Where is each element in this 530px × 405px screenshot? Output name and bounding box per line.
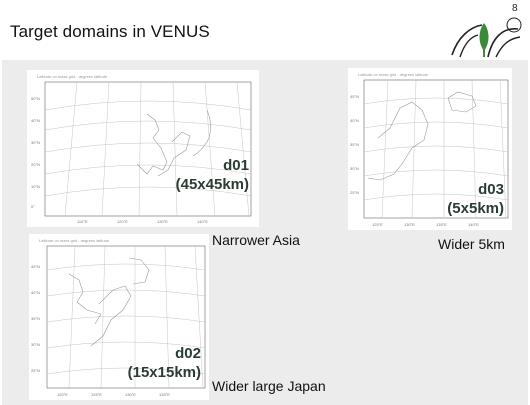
svg-text:125°E: 125°E	[372, 222, 383, 227]
svg-text:30°N: 30°N	[350, 166, 359, 171]
svg-text:130°E: 130°E	[404, 222, 415, 227]
map-d01-graphic: 50°N 40°N 30°N 20°N 10°N 0° 110°E 120°E 130°E 1…	[31, 81, 252, 224]
map-d02-graphic: 45°N 40°N 35°N 30°N 25°N 120°E 125°E 130°E 135…	[31, 245, 206, 397]
label-d01-res: (45x45km)	[175, 176, 249, 193]
svg-text:50°N: 50°N	[31, 96, 40, 101]
svg-text:130°E: 130°E	[125, 392, 136, 397]
svg-text:135°E: 135°E	[159, 392, 170, 397]
page-number: 8	[512, 3, 518, 14]
map-title: Latitude on mass grid : degrees latitude	[39, 238, 110, 243]
label-d02-id: d02	[175, 345, 201, 362]
label-d03-res: (5x5km)	[447, 200, 504, 217]
svg-text:125°E: 125°E	[91, 392, 102, 397]
svg-text:35°N: 35°N	[31, 316, 40, 321]
label-d02: d02 (15x15km)	[128, 344, 201, 382]
svg-text:130°E: 130°E	[157, 219, 168, 224]
svg-text:0°: 0°	[31, 204, 35, 209]
svg-text:25°N: 25°N	[350, 190, 359, 195]
svg-text:25°N: 25°N	[31, 368, 40, 373]
map-d02: Latitude on mass grid : degrees latitude…	[29, 234, 209, 400]
map-title: Latitude on mass grid : degrees latitude	[358, 72, 429, 77]
svg-text:140°E: 140°E	[197, 219, 208, 224]
caption-d02: Wider large Japan	[212, 378, 326, 394]
svg-text:10°N: 10°N	[31, 184, 40, 189]
svg-text:35°N: 35°N	[350, 142, 359, 147]
svg-text:40°N: 40°N	[31, 290, 40, 295]
svg-text:45°N: 45°N	[350, 94, 359, 99]
map-d01: Latitude on mass grid : degrees latitude…	[27, 70, 259, 227]
label-d01-id: d01	[223, 157, 249, 174]
map-d03: Latitude on mass grid : degrees latitude…	[348, 68, 512, 230]
svg-text:30°N: 30°N	[31, 342, 40, 347]
label-d03: d03 (5x5km)	[447, 180, 504, 218]
content-panel: Latitude on mass grid : degrees latitude…	[2, 60, 528, 405]
svg-text:135°E: 135°E	[436, 222, 447, 227]
svg-text:30°N: 30°N	[31, 140, 40, 145]
svg-text:40°N: 40°N	[31, 118, 40, 123]
svg-text:20°N: 20°N	[31, 162, 40, 167]
svg-text:120°E: 120°E	[117, 219, 128, 224]
svg-text:45°N: 45°N	[31, 264, 40, 269]
caption-d01: Narrower Asia	[212, 232, 300, 248]
caption-d03: Wider 5km	[438, 236, 505, 252]
svg-text:40°N: 40°N	[350, 118, 359, 123]
svg-text:110°E: 110°E	[77, 219, 88, 224]
map-d03-graphic: 45°N 40°N 35°N 30°N 25°N 125°E 130°E 135°E 140…	[350, 79, 509, 227]
slide-title: Target domains in VENUS	[10, 22, 210, 41]
label-d02-res: (15x15km)	[127, 364, 201, 381]
slide-header: Target domains in VENUS 8	[0, 0, 530, 60]
svg-text:120°E: 120°E	[57, 392, 68, 397]
label-d01: d01 (45x45km)	[176, 156, 249, 194]
tree-logo-icon	[451, 17, 522, 58]
map-title: Latitude on mass grid : degrees latitude	[37, 74, 108, 79]
label-d03-id: d03	[478, 181, 504, 198]
svg-text:140°E: 140°E	[468, 222, 479, 227]
